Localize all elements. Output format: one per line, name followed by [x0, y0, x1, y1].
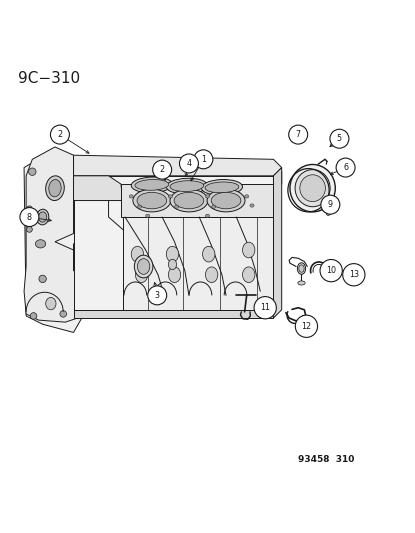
Polygon shape: [24, 155, 121, 333]
Ellipse shape: [133, 189, 171, 212]
Circle shape: [254, 296, 276, 319]
Text: 11: 11: [260, 303, 270, 312]
Ellipse shape: [290, 165, 335, 212]
Text: 4: 4: [186, 159, 191, 168]
Ellipse shape: [39, 275, 46, 282]
Ellipse shape: [27, 227, 32, 232]
Circle shape: [295, 315, 317, 337]
Ellipse shape: [205, 182, 239, 193]
Ellipse shape: [207, 189, 245, 212]
Text: 2: 2: [57, 130, 63, 139]
Ellipse shape: [298, 263, 305, 274]
Circle shape: [320, 260, 342, 282]
Ellipse shape: [137, 205, 142, 208]
Ellipse shape: [174, 192, 204, 209]
Circle shape: [51, 125, 69, 144]
Text: 9C−310: 9C−310: [18, 71, 80, 86]
Polygon shape: [121, 184, 273, 217]
Ellipse shape: [129, 195, 133, 198]
Ellipse shape: [137, 192, 167, 209]
Text: 9: 9: [328, 200, 333, 209]
Ellipse shape: [250, 204, 254, 207]
Ellipse shape: [170, 189, 208, 212]
Ellipse shape: [35, 240, 46, 248]
Ellipse shape: [242, 242, 255, 258]
Circle shape: [179, 154, 198, 173]
Circle shape: [321, 195, 340, 214]
Ellipse shape: [168, 195, 173, 198]
Ellipse shape: [298, 281, 305, 285]
Ellipse shape: [212, 205, 216, 208]
Text: 2: 2: [160, 165, 165, 174]
Ellipse shape: [49, 180, 61, 197]
Text: 12: 12: [301, 322, 312, 331]
Circle shape: [194, 150, 213, 169]
Ellipse shape: [203, 246, 215, 262]
Ellipse shape: [170, 181, 204, 191]
Ellipse shape: [166, 246, 178, 262]
Circle shape: [20, 207, 39, 227]
Text: 3: 3: [155, 291, 160, 300]
Ellipse shape: [46, 297, 56, 310]
Polygon shape: [73, 310, 273, 318]
Ellipse shape: [37, 209, 49, 225]
Ellipse shape: [131, 246, 144, 262]
Circle shape: [336, 158, 355, 177]
Ellipse shape: [326, 212, 330, 215]
Ellipse shape: [205, 214, 210, 217]
Polygon shape: [73, 155, 282, 176]
Circle shape: [330, 129, 349, 148]
Ellipse shape: [135, 180, 169, 190]
Circle shape: [153, 160, 172, 179]
Ellipse shape: [205, 195, 210, 198]
Ellipse shape: [205, 267, 218, 282]
Text: 6: 6: [343, 163, 348, 172]
Ellipse shape: [137, 259, 150, 274]
Ellipse shape: [299, 265, 304, 272]
Circle shape: [148, 286, 167, 305]
Text: 8: 8: [27, 213, 32, 222]
Ellipse shape: [244, 195, 249, 198]
Ellipse shape: [211, 192, 241, 209]
Ellipse shape: [30, 313, 37, 319]
Ellipse shape: [27, 206, 32, 212]
Text: 13: 13: [349, 270, 359, 279]
Text: 10: 10: [326, 266, 336, 275]
Circle shape: [289, 125, 308, 144]
Text: 1: 1: [201, 155, 206, 164]
Ellipse shape: [315, 203, 320, 207]
Ellipse shape: [131, 177, 173, 193]
Ellipse shape: [168, 259, 177, 270]
Text: 5: 5: [337, 134, 342, 143]
Ellipse shape: [146, 214, 150, 217]
Ellipse shape: [135, 267, 148, 282]
Polygon shape: [73, 176, 123, 200]
Ellipse shape: [29, 168, 36, 175]
Text: 93458  310: 93458 310: [298, 455, 354, 464]
Polygon shape: [73, 166, 282, 184]
Ellipse shape: [39, 212, 47, 222]
Polygon shape: [123, 217, 273, 310]
Ellipse shape: [300, 175, 325, 201]
Ellipse shape: [295, 169, 330, 207]
Ellipse shape: [46, 176, 64, 200]
Ellipse shape: [175, 205, 178, 208]
Polygon shape: [73, 176, 273, 310]
Polygon shape: [273, 167, 282, 318]
Ellipse shape: [134, 255, 153, 278]
Ellipse shape: [168, 267, 181, 282]
Ellipse shape: [166, 178, 208, 194]
Ellipse shape: [242, 267, 255, 282]
Polygon shape: [24, 147, 94, 322]
Ellipse shape: [60, 311, 66, 317]
Text: 7: 7: [295, 130, 301, 139]
Circle shape: [343, 264, 365, 286]
Ellipse shape: [201, 180, 242, 195]
